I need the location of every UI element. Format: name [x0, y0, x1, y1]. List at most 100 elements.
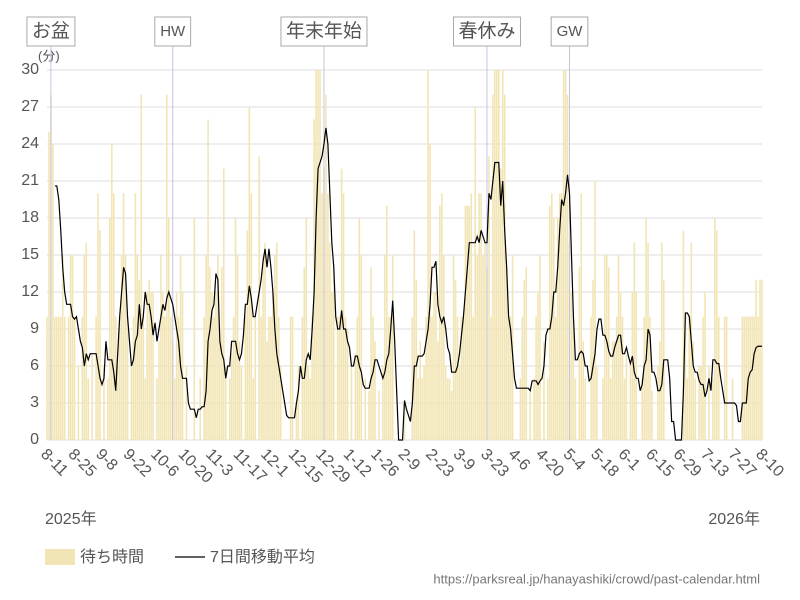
bar [694, 378, 697, 440]
bar [625, 353, 628, 440]
bar [708, 366, 710, 440]
bar [152, 292, 154, 440]
bar [535, 316, 537, 440]
bar [262, 255, 264, 440]
bar [307, 366, 310, 440]
bar [336, 316, 339, 440]
bar [272, 292, 274, 440]
bar [134, 193, 137, 440]
bar [391, 255, 394, 440]
bar [615, 316, 618, 440]
bar [46, 316, 48, 440]
bar [95, 316, 97, 440]
bar [203, 316, 205, 440]
bar [122, 193, 125, 440]
bar [692, 341, 695, 440]
bar [205, 255, 207, 440]
bar [319, 70, 321, 440]
bar [468, 205, 471, 440]
y-tick-label: 18 [21, 209, 39, 226]
bar [441, 193, 443, 440]
bar [433, 292, 435, 440]
bar [77, 366, 80, 440]
y-tick-label: 9 [30, 320, 39, 337]
bar [446, 378, 449, 440]
bar [617, 255, 620, 440]
bar [374, 341, 376, 440]
y-tick-label: 21 [21, 172, 39, 189]
x-tick-label: 8-25 [65, 446, 100, 481]
bar [69, 255, 72, 440]
bar [83, 255, 86, 440]
bar [547, 378, 549, 440]
bar [124, 255, 127, 440]
bar [109, 218, 111, 440]
bar [470, 193, 473, 440]
bar [354, 353, 357, 440]
lines [54, 127, 762, 441]
annotation-box [154, 16, 192, 47]
bar [584, 378, 587, 440]
bar [331, 292, 333, 440]
bar [146, 292, 148, 440]
bar [389, 316, 392, 440]
bar [91, 353, 93, 440]
bar [97, 193, 99, 440]
bar [435, 292, 437, 440]
bar [745, 316, 748, 440]
bar [224, 366, 227, 440]
bar [611, 341, 614, 440]
bar [499, 168, 502, 440]
bar [219, 341, 221, 440]
bar [177, 316, 180, 440]
bar [167, 218, 170, 440]
bar [602, 378, 604, 440]
bar [378, 390, 380, 440]
bar [429, 144, 431, 440]
bar [268, 316, 270, 440]
bar [688, 316, 691, 440]
legend: 待ち時間 7日間移動平均 [45, 548, 315, 566]
bar [712, 378, 714, 440]
bar [657, 366, 659, 440]
bar [309, 378, 312, 440]
bar [621, 316, 624, 440]
bar [264, 242, 266, 440]
bar [215, 292, 217, 440]
bar [643, 316, 645, 440]
bar [714, 218, 716, 440]
y-tick-label: 24 [21, 135, 39, 152]
bar [704, 292, 706, 440]
bar [327, 193, 329, 440]
bar [297, 366, 300, 440]
bar [277, 316, 280, 440]
bar [57, 316, 60, 440]
bar [232, 316, 235, 440]
bar [329, 242, 331, 440]
bar [169, 316, 172, 440]
bar [270, 316, 272, 440]
x-tick-label: 4-20 [532, 446, 567, 481]
bar [574, 378, 577, 440]
bar [48, 131, 50, 440]
bar [478, 193, 480, 440]
bar [454, 279, 457, 440]
bar [592, 279, 594, 440]
bar [641, 378, 643, 440]
bar [103, 366, 105, 440]
legend-label: 7日間移動平均 [210, 548, 315, 566]
bar [444, 366, 447, 440]
bar [472, 316, 475, 440]
bar [439, 205, 441, 440]
bar [403, 403, 406, 440]
bar [387, 316, 390, 440]
x-tick-label: 6-15 [642, 446, 677, 481]
bar [484, 242, 486, 440]
bar [716, 230, 718, 440]
bar [519, 378, 522, 440]
annotations [50, 46, 570, 440]
bar [623, 378, 626, 440]
source-url: https://parksreal.jp/hanayashiki/crowd/p… [433, 571, 760, 586]
bar [160, 255, 162, 440]
